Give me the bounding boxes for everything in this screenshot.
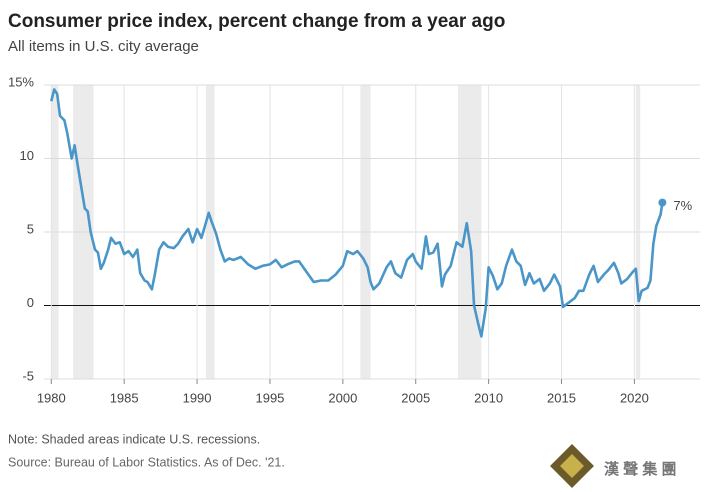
data-label: 7% [673, 198, 692, 213]
chart-subtitle: All items in U.S. city average [8, 38, 199, 55]
watermark: 漢 聲 集 團 [604, 460, 677, 478]
y-tick-label: 15% [8, 74, 34, 89]
x-tick-label: 1990 [183, 390, 212, 405]
source: Source: Bureau of Labor Statistics. As o… [8, 455, 285, 469]
x-tick-label: 2020 [620, 390, 649, 405]
note: Note: Shaded areas indicate U.S. recessi… [8, 432, 260, 446]
line [50, 88, 664, 338]
x-tick-label: 2010 [474, 390, 503, 405]
y-tick-label: -5 [22, 368, 34, 383]
y-tick-label: 10 [20, 148, 34, 163]
chart-title: Consumer price index, percent change fro… [8, 11, 505, 32]
end-marker [658, 198, 667, 207]
y-tick-label: 5 [27, 221, 34, 236]
x-tick-label: 1985 [110, 390, 139, 405]
x-tick-label: 1980 [37, 390, 66, 405]
x-tick-label: 1995 [255, 390, 284, 405]
y-tick-label: 0 [27, 295, 34, 310]
x-tick-label: 2015 [547, 390, 576, 405]
x-tick-label: 2000 [328, 390, 357, 405]
x-tick-label: 2005 [401, 390, 430, 405]
logo-inner [560, 454, 584, 478]
